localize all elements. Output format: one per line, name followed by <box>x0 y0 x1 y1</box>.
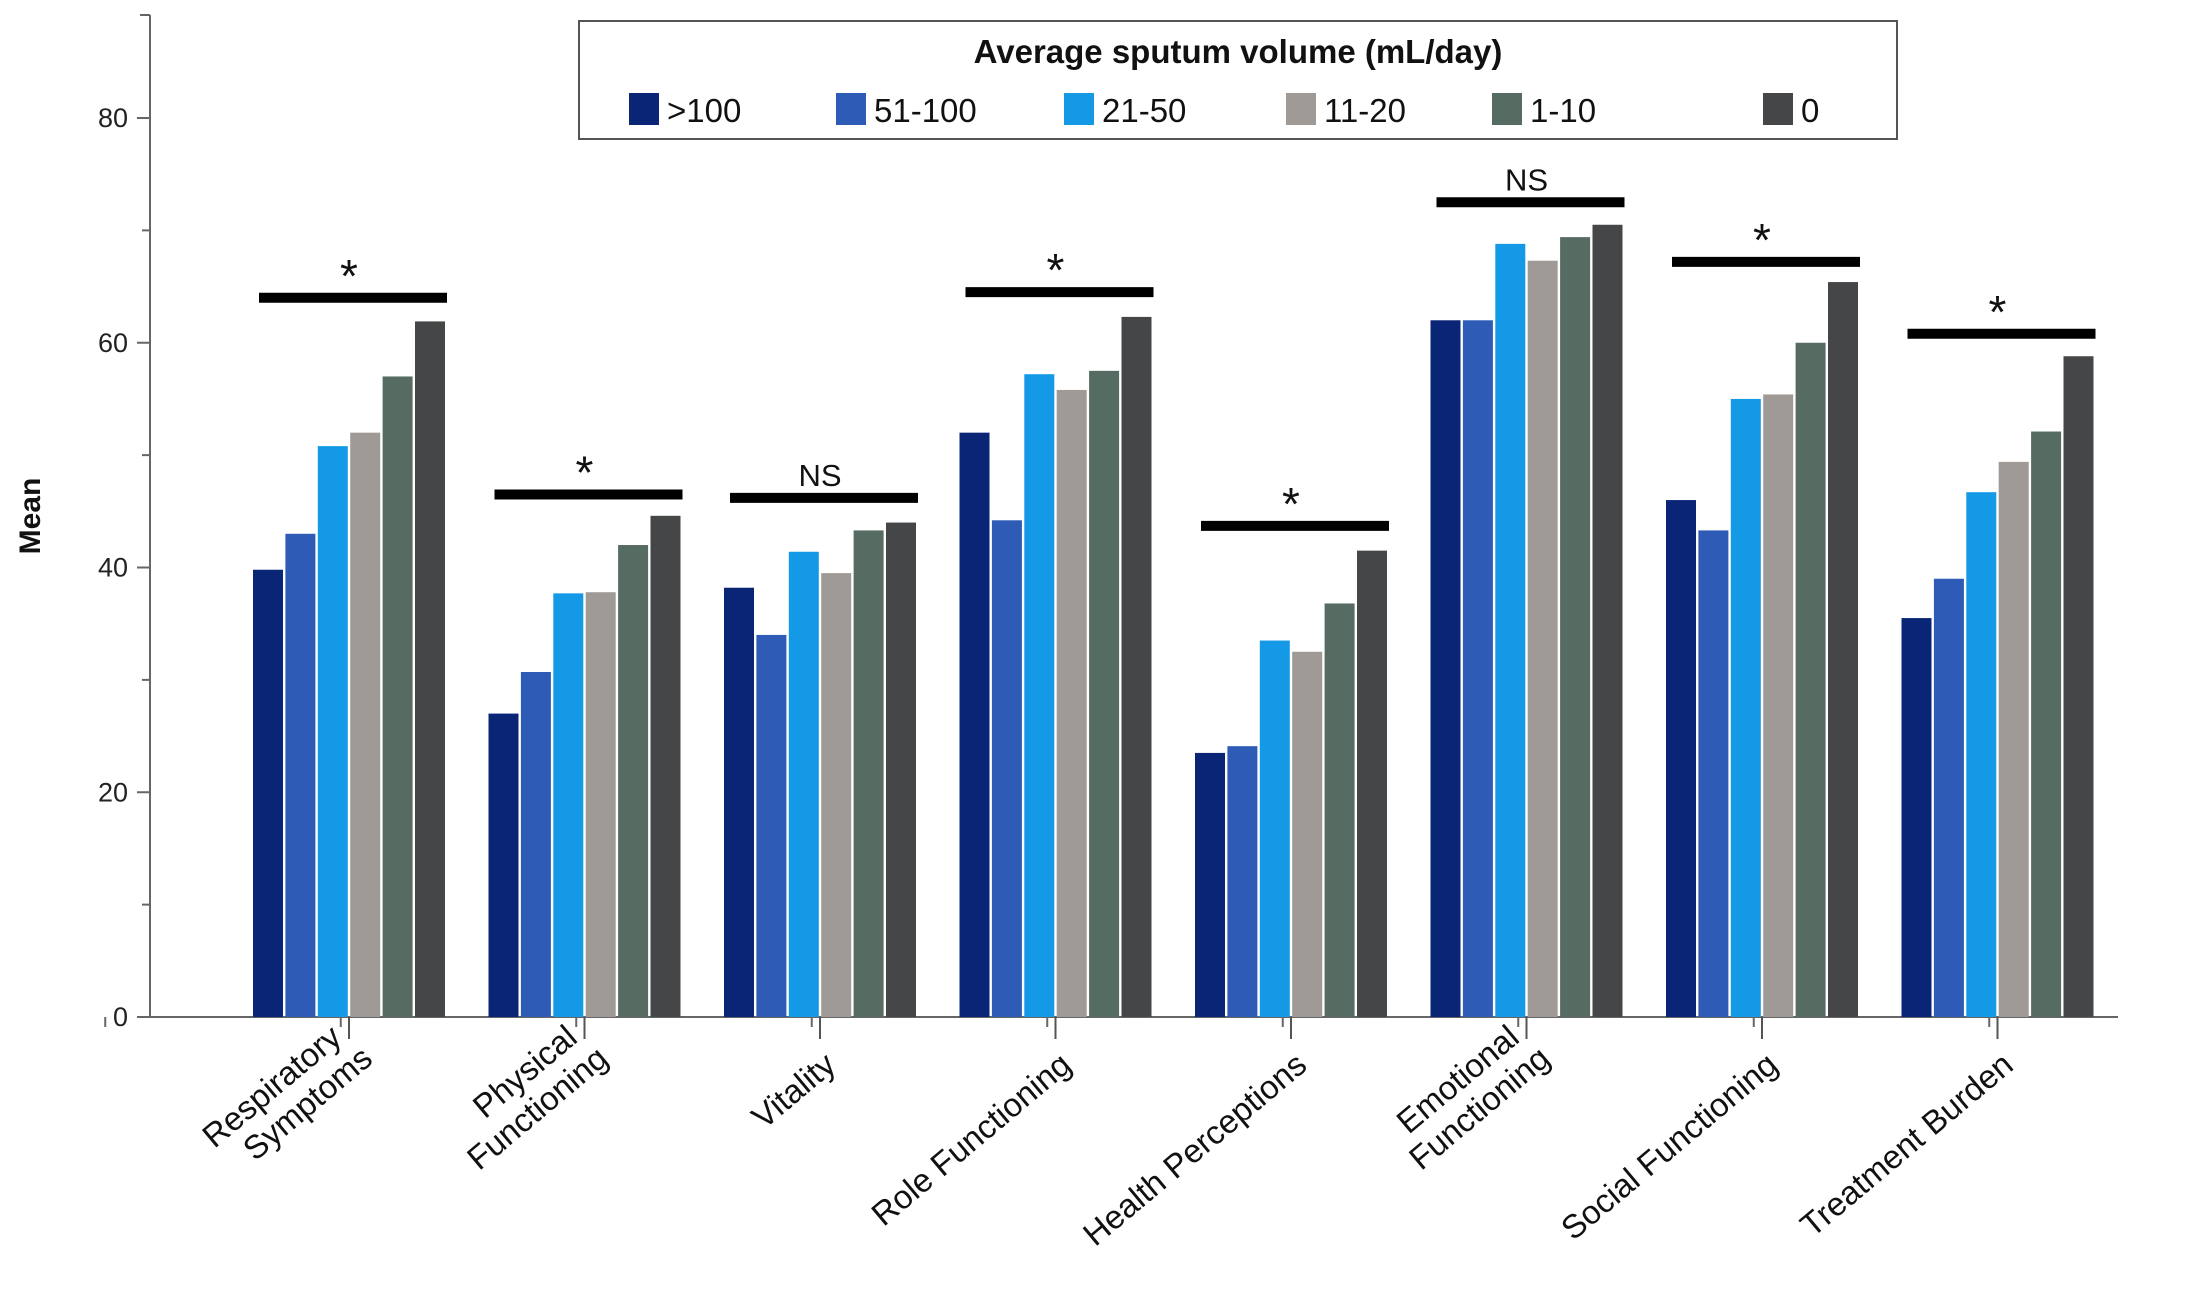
bar <box>1292 651 1323 1017</box>
bar <box>350 432 381 1017</box>
legend-label: 0 <box>1801 92 1819 129</box>
category-label: Social Functioning <box>1554 1045 1784 1247</box>
bar <box>1056 389 1087 1017</box>
bar <box>991 520 1022 1017</box>
significance-label: NS <box>1505 162 1548 197</box>
category-label: Treatment Burden <box>1793 1045 2020 1244</box>
bar <box>1795 342 1826 1017</box>
bar <box>1462 320 1493 1017</box>
bar <box>585 592 616 1017</box>
legend-swatch <box>1064 93 1094 125</box>
bar <box>382 376 413 1017</box>
bar <box>2031 431 2062 1017</box>
bar <box>1901 618 1932 1017</box>
axes: 0 20 40 60 80 Mean <box>14 14 2118 1039</box>
y-tick-label: 20 <box>98 777 128 807</box>
legend: Average sputum volume (mL/day) >100 51-100… <box>578 20 1898 140</box>
bar <box>1560 237 1591 1017</box>
bar <box>488 713 519 1017</box>
bar <box>886 522 916 1017</box>
bar <box>1227 746 1258 1017</box>
bar <box>618 545 649 1017</box>
bar <box>1592 224 1623 1018</box>
bar <box>1024 374 1055 1018</box>
legend-swatch <box>629 93 659 125</box>
significance-label: * <box>576 446 594 498</box>
category-label: Vitality <box>744 1045 842 1136</box>
category-label: Health Perceptions <box>1076 1045 1313 1253</box>
bars <box>253 224 2094 1018</box>
y-tick-label: 0 <box>113 1002 128 1032</box>
category-label-line: Health Perceptions <box>1076 1045 1313 1253</box>
bar <box>1121 316 1152 1017</box>
category-label-line: Treatment Burden <box>1793 1045 2020 1244</box>
legend-label: 21-50 <box>1102 92 1186 129</box>
bar <box>1698 530 1729 1017</box>
legend-box <box>578 20 1898 140</box>
y-tick-label: 80 <box>98 103 128 133</box>
legend-swatch <box>1286 93 1316 125</box>
significance-label: NS <box>798 458 841 493</box>
bar <box>1527 260 1558 1017</box>
bar <box>415 321 445 1017</box>
significance-label: * <box>1989 286 2007 338</box>
category-label-line: Vitality <box>744 1045 842 1136</box>
category-label-line: Social Functioning <box>1554 1045 1784 1247</box>
bar <box>1089 370 1120 1017</box>
y-tick-label: 60 <box>98 328 128 358</box>
y-tick-label: 40 <box>98 553 128 583</box>
bar <box>650 515 681 1017</box>
bar <box>1933 578 1964 1017</box>
bar <box>853 530 884 1017</box>
bar <box>1828 282 1858 1017</box>
bar <box>756 634 787 1017</box>
category-label: Role Functioning <box>864 1045 1077 1233</box>
bar <box>1998 461 2029 1017</box>
bar <box>1430 320 1461 1017</box>
significance-label: * <box>340 250 358 302</box>
legend-swatch <box>1763 93 1793 125</box>
legend-label: 51-100 <box>874 92 977 129</box>
significance-label: * <box>1047 244 1065 296</box>
bar <box>253 569 283 1017</box>
bar <box>1966 492 1997 1017</box>
bar <box>1195 752 1225 1017</box>
bar <box>285 533 316 1017</box>
bar <box>2063 356 2094 1017</box>
bar <box>1730 398 1761 1017</box>
significance-label: * <box>1753 214 1771 266</box>
legend-label: >100 <box>667 92 741 129</box>
bar <box>317 446 348 1017</box>
bar <box>1666 500 1696 1017</box>
bar <box>788 551 819 1017</box>
legend-swatch <box>1492 93 1522 125</box>
y-axis-title: Mean <box>14 478 47 555</box>
category-label-line: Role Functioning <box>864 1045 1077 1233</box>
bar <box>1763 394 1794 1017</box>
bar <box>959 432 990 1017</box>
legend-swatch <box>836 93 866 125</box>
bar <box>821 573 852 1017</box>
legend-title: Average sputum volume (mL/day) <box>974 33 1503 70</box>
bar <box>1357 550 1387 1017</box>
bar <box>1324 603 1355 1017</box>
legend-label: 1-10 <box>1530 92 1596 129</box>
significance-label: * <box>1282 478 1300 530</box>
bar <box>1259 640 1290 1017</box>
bar <box>724 587 754 1017</box>
bar <box>553 593 584 1017</box>
legend-label: 11-20 <box>1324 92 1406 129</box>
significance-markers: * * NS * * NS * * <box>259 162 2096 531</box>
bar <box>1495 243 1526 1018</box>
bar <box>520 672 551 1017</box>
